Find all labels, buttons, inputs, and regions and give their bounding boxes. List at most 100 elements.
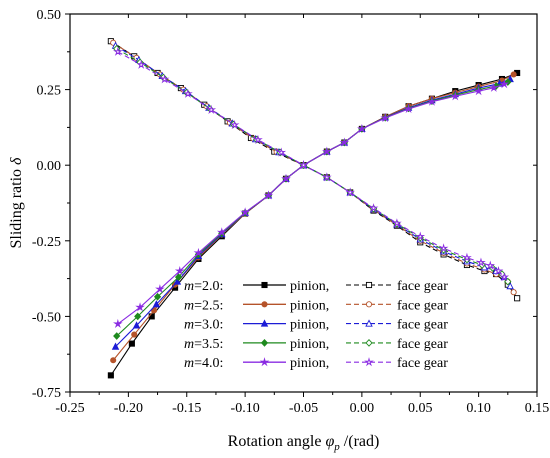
data-point-m-4-0-face-gear <box>368 203 379 213</box>
x-tick-label: 0.10 <box>466 401 491 416</box>
legend-swatch-marker-pinion <box>260 339 269 347</box>
x-tick-label: 0.05 <box>408 401 433 416</box>
data-point-m-4-0-pinion <box>339 137 350 147</box>
legend-entry: m=2.0: pinion, face gear <box>184 279 448 294</box>
data-point-m-4-0-face-gear <box>345 187 356 197</box>
legend-entry: m=3.5: pinion, face gear <box>184 337 448 352</box>
x-axis-title: Rotation angle φp /(rad) <box>228 433 380 453</box>
data-point-m-4-0-face-gear <box>298 160 309 170</box>
data-point-m-4-0-face-gear <box>462 252 472 262</box>
x-tick-label: -0.25 <box>55 401 84 416</box>
y-tick-label: -0.75 <box>32 386 61 401</box>
legend-pinion-label: pinion, <box>290 337 329 352</box>
x-tick-label: -0.15 <box>172 401 201 416</box>
x-tick-label: -0.05 <box>289 401 318 416</box>
series-m-3-0-face-gear <box>111 41 514 290</box>
data-point-m-2-5-pinion <box>131 331 138 338</box>
y-tick-label: 0.50 <box>37 8 62 23</box>
data-point-m-4-0-pinion <box>174 265 185 276</box>
data-point-m-4-0-pinion <box>113 318 123 329</box>
legend-swatch-marker-pinion <box>259 357 270 367</box>
x-tick-label: -0.20 <box>114 401 143 416</box>
legend-group-label: m=3.0: <box>184 318 223 333</box>
legend-swatch-marker-face-gear <box>364 357 374 367</box>
data-point-m-4-0-face-gear <box>392 218 402 228</box>
data-point-m-4-0-pinion <box>427 96 437 106</box>
data-point-m-2-5-pinion <box>510 71 517 78</box>
data-point-m-4-0-face-gear <box>485 260 496 270</box>
data-point-m-4-0-face-gear <box>499 272 510 282</box>
data-point-m-4-0-pinion <box>322 146 332 156</box>
data-point-m-2-0-face-gear <box>514 295 521 302</box>
data-point-m-4-0-face-gear <box>136 59 147 69</box>
data-point-m-3-0-face-gear <box>506 281 514 290</box>
legend-swatch-marker-face-gear <box>365 301 373 308</box>
x-tick-label: 0.00 <box>350 401 375 416</box>
legend-swatch-marker-pinion <box>261 281 268 289</box>
axis-ticks: -0.25 -0.20 -0.15 -0.10 -0.05 0.00 0.05 0.10 0.1… <box>32 8 549 416</box>
legend-pinion-label: pinion, <box>290 356 329 371</box>
data-point-m-4-0-face-gear <box>206 104 217 114</box>
data-point-m-4-0-pinion <box>263 190 274 200</box>
series-line-m-3-0-face-gear <box>115 45 511 287</box>
series-line-m-2-0-face-gear <box>110 40 518 299</box>
data-point-m-4-0-face-gear <box>183 88 193 98</box>
legend-face-gear-label: face gear <box>397 279 448 294</box>
data-point-m-3-0-pinion <box>111 342 120 350</box>
data-point-m-4-0-pinion <box>216 227 227 237</box>
y-tick-label: -0.25 <box>32 235 61 250</box>
legend-group-label: m=2.5: <box>184 298 223 313</box>
legend-pinion-label: pinion, <box>290 298 329 313</box>
data-point-m-2-5-face-gear <box>510 289 517 296</box>
data-point-m-3-0-pinion <box>132 321 141 329</box>
x-tick-label: 0.15 <box>525 401 550 416</box>
data-point-m-4-0-face-gear <box>113 46 123 56</box>
legend-swatch-marker-face-gear <box>365 281 373 289</box>
data-point-m-3-5-pinion <box>134 312 142 321</box>
legend-swatch-marker-pinion <box>261 301 268 308</box>
data-point-m-2-0-pinion <box>107 372 114 379</box>
x-tick-label: -0.10 <box>231 401 260 416</box>
legend-face-gear-label: face gear <box>397 318 448 333</box>
data-point-m-4-0-pinion <box>499 79 510 89</box>
series-line-m-4-0-pinion <box>117 83 505 325</box>
data-point-m-4-0-face-gear <box>415 231 426 241</box>
data-point-m-2-0-pinion <box>128 340 135 347</box>
data-point-m-3-5-pinion <box>174 273 183 281</box>
data-point-m-4-0-pinion <box>488 82 499 92</box>
data-point-m-4-0-pinion <box>403 103 414 114</box>
data-point-m-3-0-pinion <box>152 300 161 308</box>
data-point-m-4-0-pinion <box>357 123 367 134</box>
legend-group-label: m=2.0: <box>184 279 223 294</box>
data-point-m-4-0-pinion <box>240 207 250 217</box>
series-line-m-2-5-face-gear <box>112 42 515 293</box>
data-point-m-4-0-face-gear <box>229 119 240 130</box>
data-point-m-2-5-pinion <box>110 357 117 364</box>
data-point-m-4-0-face-gear <box>276 147 287 157</box>
legend-pinion-label: pinion, <box>290 318 329 333</box>
legend-group-label: m=3.5: <box>184 337 223 352</box>
legend-entry: m=2.5: pinion, face gear <box>184 298 448 313</box>
legend-swatch-marker-pinion <box>260 319 269 327</box>
data-point-m-3-5-pinion <box>113 332 121 340</box>
legend-pinion-label: pinion, <box>290 279 329 294</box>
legend-face-gear-label: face gear <box>397 356 448 371</box>
legend-face-gear-label: face gear <box>397 298 448 313</box>
data-point-m-4-0-pinion <box>281 173 291 183</box>
series-m-2-0-face-gear <box>107 38 521 302</box>
data-point-m-4-0-face-gear <box>438 243 449 253</box>
series-line-m-4-0-face-gear <box>117 51 505 278</box>
y-tick-label: 0.25 <box>37 84 62 99</box>
data-point-m-4-0-pinion <box>155 284 165 294</box>
y-tick-label: -0.50 <box>32 310 61 325</box>
data-point-m-4-0-pinion <box>450 91 461 101</box>
data-point-m-4-0-face-gear <box>493 265 504 276</box>
data-point-m-3-0-pinion <box>173 277 182 285</box>
legend-group-label: m=4.0: <box>184 356 223 371</box>
plot-frame <box>69 13 538 393</box>
data-point-m-4-0-pinion <box>473 86 484 96</box>
data-point-m-4-0-pinion <box>380 112 391 123</box>
legend-swatch-marker-face-gear <box>365 339 373 347</box>
legend: m=2.0: pinion, face gear m=2.5: pinion, face … <box>184 279 448 371</box>
